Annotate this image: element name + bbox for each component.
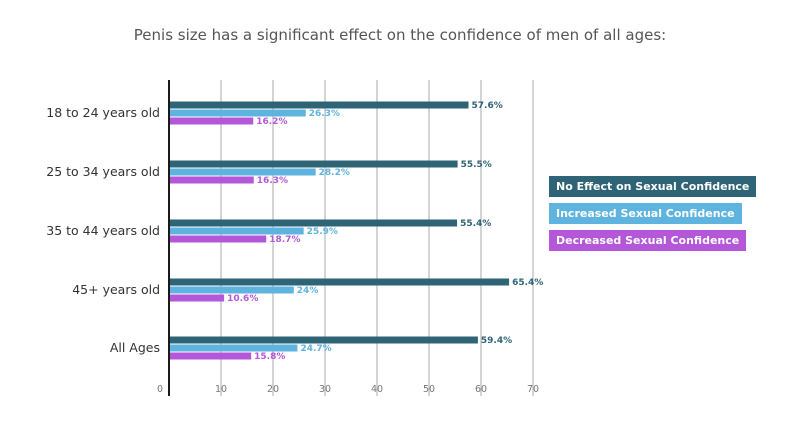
- bar: [169, 227, 304, 235]
- data-label: 18.7%: [269, 235, 300, 245]
- legend-item: Decreased Sexual Confidence: [549, 230, 747, 251]
- category-label: 18 to 24 years old: [46, 105, 160, 120]
- data-label: 26.3%: [309, 109, 340, 119]
- x-tick-label: 70: [527, 384, 539, 395]
- x-tick-label: 10: [215, 384, 227, 395]
- data-label: 24%: [297, 286, 319, 296]
- data-label: 28.2%: [319, 168, 350, 178]
- category-label: 35 to 44 years old: [46, 223, 160, 238]
- category-label: All Ages: [110, 340, 160, 355]
- x-tick-label: 40: [371, 384, 383, 395]
- bar: [169, 168, 316, 176]
- data-label: 59.4%: [481, 336, 512, 346]
- x-tick-label: 20: [267, 384, 279, 395]
- x-tick-label: 50: [423, 384, 435, 395]
- data-label: 57.6%: [472, 101, 503, 111]
- bar: [169, 117, 254, 125]
- data-label: 16.3%: [257, 176, 288, 186]
- bar: [169, 176, 254, 184]
- bar: [169, 336, 478, 344]
- category-label: 45+ years old: [72, 282, 160, 297]
- bar: [169, 344, 298, 352]
- bar: [169, 352, 252, 360]
- chart-title: Penis size has a significant effect on t…: [134, 26, 666, 44]
- data-label: 15.8%: [254, 352, 285, 362]
- y-axis-categories: 18 to 24 years old 25 to 34 years old 35 t…: [46, 105, 160, 355]
- data-label: 55.5%: [461, 160, 492, 170]
- bar: [169, 219, 458, 227]
- bar: [169, 278, 510, 286]
- bars: [169, 101, 510, 360]
- bar: [169, 286, 294, 294]
- x-tick-label: 30: [319, 384, 331, 395]
- data-label: 55.4%: [460, 219, 491, 229]
- data-label: 10.6%: [227, 294, 258, 304]
- bar: [169, 109, 306, 117]
- data-label: 25.9%: [307, 227, 338, 237]
- x-axis-ticks: 0 10 20 30 40 50 60 70: [157, 384, 539, 395]
- x-tick-label: 0: [157, 384, 163, 395]
- bar: [169, 235, 267, 243]
- data-label: 24.7%: [300, 344, 331, 354]
- bar: [169, 294, 225, 302]
- bar: [169, 101, 469, 109]
- x-tick-label: 60: [475, 384, 487, 395]
- data-label: 16.2%: [256, 117, 287, 127]
- bar: [169, 160, 458, 168]
- data-label: 65.4%: [512, 278, 543, 288]
- legend-item: No Effect on Sexual Confidence: [549, 176, 757, 197]
- category-label: 25 to 34 years old: [46, 164, 160, 179]
- legend-item: Increased Sexual Confidence: [549, 203, 742, 224]
- data-labels: 57.6% 55.5% 55.4% 65.4% 59.4% 26.3% 28.2% 25.9%…: [227, 101, 543, 362]
